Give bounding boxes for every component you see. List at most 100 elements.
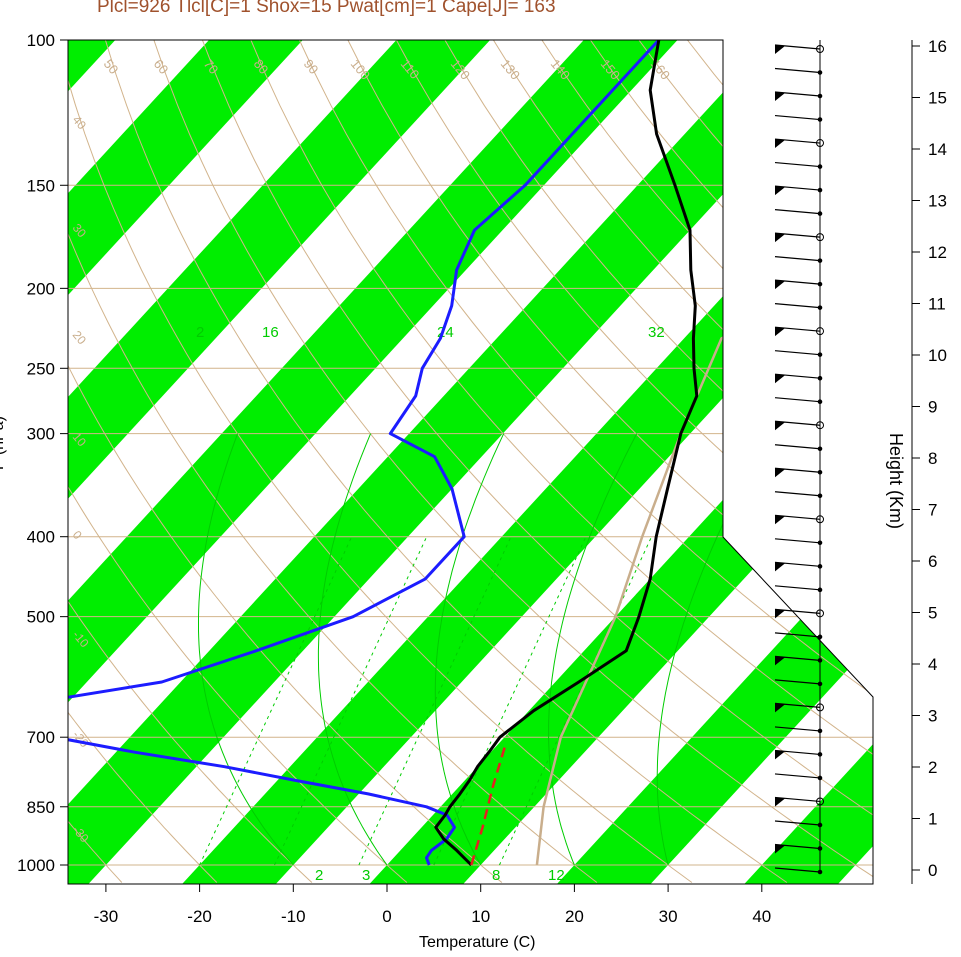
dry-adiabat xyxy=(444,40,873,883)
x-tick-label: 0 xyxy=(382,907,391,926)
band-strip xyxy=(730,40,873,884)
barb-dot xyxy=(817,211,823,216)
height-tick-label: 8 xyxy=(928,449,937,468)
wind-barb xyxy=(774,749,821,756)
dry-adiabat xyxy=(347,40,873,883)
barb-dot xyxy=(817,281,823,287)
barb-pennant xyxy=(775,374,785,384)
barb-pennant xyxy=(775,609,785,619)
height-tick-label: 15 xyxy=(928,89,947,108)
height-tick-label: 16 xyxy=(928,37,947,56)
dry-adiabat xyxy=(68,40,123,883)
y-tick-label: 400 xyxy=(27,528,55,547)
height-tick-label: 4 xyxy=(928,655,937,674)
lifted-curve xyxy=(535,40,873,866)
barb-pennant xyxy=(775,515,785,525)
wind-barb xyxy=(774,585,821,591)
y-tick-label: 250 xyxy=(27,359,55,378)
barb-dot xyxy=(816,609,824,618)
barb-pennant xyxy=(775,327,785,337)
isotherm-label: 50 xyxy=(101,56,122,77)
wind-barb xyxy=(774,279,821,285)
barb-dot xyxy=(817,493,823,499)
barb-dot xyxy=(817,775,823,781)
barb-pennant xyxy=(775,139,785,149)
x-axis-title: Temperature (C) xyxy=(419,934,536,951)
mixing-ratio-line xyxy=(199,536,353,866)
dry-adiabat xyxy=(104,40,788,883)
barb-pennant xyxy=(775,280,785,290)
barb-dot xyxy=(817,375,823,381)
barb-dot xyxy=(817,352,823,357)
x-tick-label: -30 xyxy=(94,907,119,926)
isotherm-label: 20 xyxy=(70,328,90,347)
height-axis-title: Height (Km) xyxy=(886,433,906,530)
height-tick-label: 14 xyxy=(928,140,947,159)
barb-pennant xyxy=(775,750,785,760)
dry-adiabat xyxy=(298,40,873,883)
wind-barb xyxy=(774,44,821,50)
wind-barb xyxy=(774,843,821,850)
isotherm-label: 130 xyxy=(498,56,523,82)
mixing-ratio-label: 16 xyxy=(262,324,279,341)
moist-adiabat xyxy=(434,433,505,866)
moist-adiabat xyxy=(548,433,638,866)
wind-barb xyxy=(774,796,821,803)
dry-adiabat xyxy=(68,40,693,883)
y-tick-label: 150 xyxy=(27,176,55,195)
band-strip xyxy=(68,40,338,884)
wind-barb xyxy=(774,444,821,450)
isotherm-label: 90 xyxy=(301,56,322,77)
x-tick-label: -10 xyxy=(281,907,306,926)
wind-barb xyxy=(774,632,821,638)
moist-adiabat xyxy=(198,433,294,866)
height-tick-label: 7 xyxy=(928,501,937,520)
wind-barb xyxy=(774,420,821,426)
wind-barb xyxy=(774,561,821,567)
mixing-ratio-label: 2 xyxy=(196,324,204,341)
barb-dot xyxy=(817,587,823,593)
wind-barb xyxy=(774,514,821,520)
y-tick-label: 100 xyxy=(27,31,55,50)
chart-title: Plcl=926 Tlcl[C]=1 Shox=15 Pwat[cm]=1 Ca… xyxy=(0,0,961,30)
barb-pennant xyxy=(775,45,785,54)
y-tick-label: 850 xyxy=(27,798,55,817)
y-tick-label: 300 xyxy=(27,425,55,444)
height-tick-label: 5 xyxy=(928,604,937,623)
barb-dot xyxy=(817,846,823,851)
wind-barb xyxy=(774,679,821,685)
wind-barb xyxy=(774,138,821,144)
title-text: Plcl=926 Tlcl[C]=1 Shox=15 Pwat[cm]=1 Ca… xyxy=(97,0,556,17)
isotherm-label: 10 xyxy=(744,539,769,564)
x-tick-label: 10 xyxy=(471,907,490,926)
barb-pennant xyxy=(775,703,785,713)
wind-barb xyxy=(774,655,821,661)
barb-dot xyxy=(817,752,823,757)
wind-barb xyxy=(774,397,821,403)
barb-dot xyxy=(816,515,824,524)
barb-pennant xyxy=(775,468,785,478)
barb-dot xyxy=(817,187,823,193)
x-tick-label: 30 xyxy=(659,907,678,926)
wind-barb xyxy=(774,820,821,826)
wind-barb xyxy=(774,773,821,779)
x-tick-label: 20 xyxy=(565,907,584,926)
dry-adiabat xyxy=(250,40,873,883)
wind-barb xyxy=(774,303,821,309)
dry-adiabat xyxy=(153,40,873,883)
height-tick-label: 2 xyxy=(928,758,937,777)
barb-dot xyxy=(816,703,824,712)
wind-barb xyxy=(774,538,821,544)
barb-dot xyxy=(817,305,823,310)
wind-barb xyxy=(774,67,821,74)
barb-dot xyxy=(817,822,823,828)
barb-dot xyxy=(817,70,823,75)
y-tick-label: 200 xyxy=(27,279,55,298)
height-tick-label: 9 xyxy=(928,398,937,417)
y-axis-title: P (hPa) xyxy=(0,416,7,470)
band-strip xyxy=(68,40,873,884)
y-tick-label: 1000 xyxy=(17,856,55,875)
parcel-curve xyxy=(470,746,506,866)
barb-dot xyxy=(817,540,823,546)
